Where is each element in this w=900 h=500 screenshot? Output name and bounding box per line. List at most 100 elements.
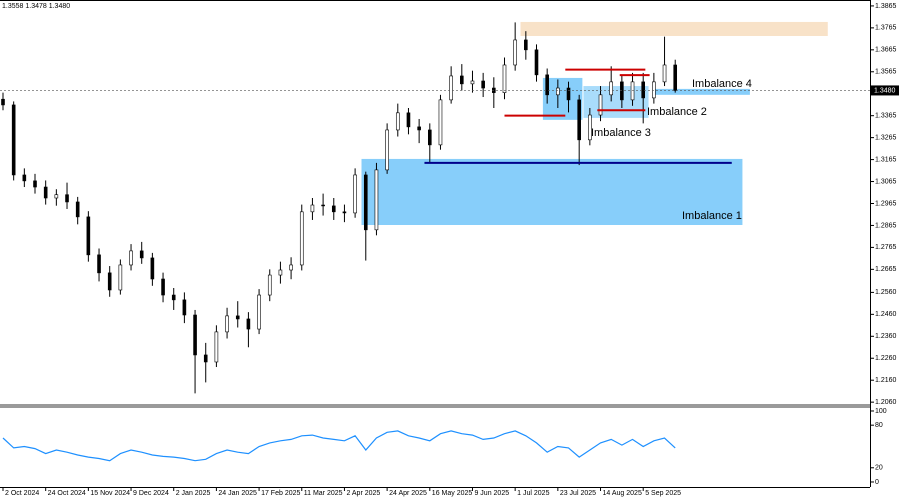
y-tick-label: 1.3065 <box>875 178 897 185</box>
candle-body <box>342 211 347 214</box>
zone-label: Imbalance 4 <box>692 78 752 90</box>
zone <box>361 158 743 225</box>
candle-body <box>353 174 357 214</box>
candle-body <box>641 81 646 99</box>
candle-body <box>449 75 453 101</box>
x-tick-label: 11 Mar 2025 <box>304 490 343 497</box>
candle-body <box>1 98 5 106</box>
candle-body <box>321 204 325 207</box>
y-tick-label: 1.3665 <box>875 47 897 54</box>
x-tick-label: 9 Dec 2024 <box>133 490 169 497</box>
y-tick-label: 1.3565 <box>875 69 897 76</box>
candle-body <box>171 294 176 301</box>
candle-body <box>225 315 229 333</box>
candle-body <box>395 112 400 131</box>
candle-body <box>11 104 16 176</box>
candle-body <box>427 129 432 146</box>
candle-body <box>417 126 421 131</box>
x-tick-label: 2 Oct 2024 <box>5 490 39 497</box>
y-tick-label: 1.2260 <box>875 355 897 362</box>
header: 1.3558 1.3478 1.3480 <box>2 3 70 10</box>
y-tick-label: 1.3765 <box>875 25 897 32</box>
x-tick-label: 14 Aug 2025 <box>603 490 642 497</box>
current-price-box <box>871 85 899 96</box>
y-tick-label: 1.2560 <box>875 289 897 296</box>
indicator-tick-label: 20 <box>875 465 883 472</box>
candle-body <box>556 87 560 96</box>
candle-body <box>118 264 123 291</box>
candle-body <box>86 216 91 256</box>
candle-body <box>385 129 389 171</box>
candle-body <box>310 204 315 213</box>
candle-body <box>107 272 112 291</box>
x-tick-label: 24 Jan 2025 <box>218 490 257 497</box>
candle-body <box>513 39 517 66</box>
candle-body <box>534 49 539 76</box>
indicator-tick-label: 80 <box>875 422 883 429</box>
panel-separator <box>0 404 870 408</box>
candle-body <box>460 75 464 85</box>
y-tick-label: 1.2460 <box>875 311 897 318</box>
y-tick-label: 1.2360 <box>875 333 897 340</box>
x-tick-label: 2 Jan 2025 <box>176 490 211 497</box>
candle-body <box>481 80 485 89</box>
candle-body <box>662 64 667 83</box>
candle-body <box>182 299 187 316</box>
candle-body <box>257 294 261 330</box>
y-tick-label: 1.3165 <box>875 156 897 163</box>
candle-body <box>299 211 304 266</box>
candle-body <box>502 64 507 93</box>
candle-body <box>577 99 581 141</box>
x-tick-label: 24 Oct 2024 <box>48 490 86 497</box>
candle-body <box>566 87 571 101</box>
x-tick-label: 17 Feb 2025 <box>261 490 300 497</box>
candle-body <box>246 318 251 330</box>
candle-body <box>470 80 475 85</box>
candle-body <box>65 194 69 203</box>
x-tick-label: 15 Nov 2024 <box>90 490 130 497</box>
candle-body <box>97 254 101 274</box>
candle-body <box>524 39 528 51</box>
y-tick-label: 1.3865 <box>875 3 897 10</box>
candle-body <box>630 81 635 101</box>
candle-body <box>235 315 240 320</box>
y-tick-label: 1.3265 <box>875 134 897 141</box>
candle-body <box>652 81 656 99</box>
candle-body <box>214 331 219 363</box>
x-tick-label: 16 May 2025 <box>432 490 473 497</box>
candle-body <box>267 274 272 296</box>
candle-body <box>609 81 613 96</box>
candle-body <box>54 194 59 199</box>
x-tick-label: 5 Sep 2025 <box>645 490 681 497</box>
candle-body <box>203 354 208 363</box>
candle-body <box>161 278 165 296</box>
zone-label: Imbalance 3 <box>591 127 651 139</box>
candle-body <box>289 264 293 271</box>
candle-body <box>278 269 283 276</box>
y-tick-label: 1.3365 <box>875 113 897 120</box>
candle-body <box>22 174 27 182</box>
candle-body <box>588 114 592 141</box>
candle-body <box>43 186 48 199</box>
zone <box>583 86 649 118</box>
candle-body <box>620 81 624 101</box>
x-tick-label: 24 Apr 2025 <box>389 490 427 497</box>
y-tick-label: 1.2765 <box>875 244 897 251</box>
candle-body <box>598 94 603 116</box>
x-tick-label: 23 Jul 2025 <box>560 490 596 497</box>
zone <box>542 77 583 120</box>
candle-body <box>438 99 443 146</box>
y-tick-label: 1.2160 <box>875 377 897 384</box>
zone <box>652 88 750 95</box>
y-tick-label: 1.2665 <box>875 266 897 273</box>
x-tick-label: 2 Apr 2025 <box>346 490 380 497</box>
candle-body <box>331 205 336 213</box>
candle-body <box>75 201 80 218</box>
indicator-tick-label: 0 <box>875 479 879 486</box>
candle-body <box>193 314 197 356</box>
candle-body <box>406 112 411 128</box>
candle-body <box>363 174 368 231</box>
zone-label: Imbalance 2 <box>647 106 707 118</box>
